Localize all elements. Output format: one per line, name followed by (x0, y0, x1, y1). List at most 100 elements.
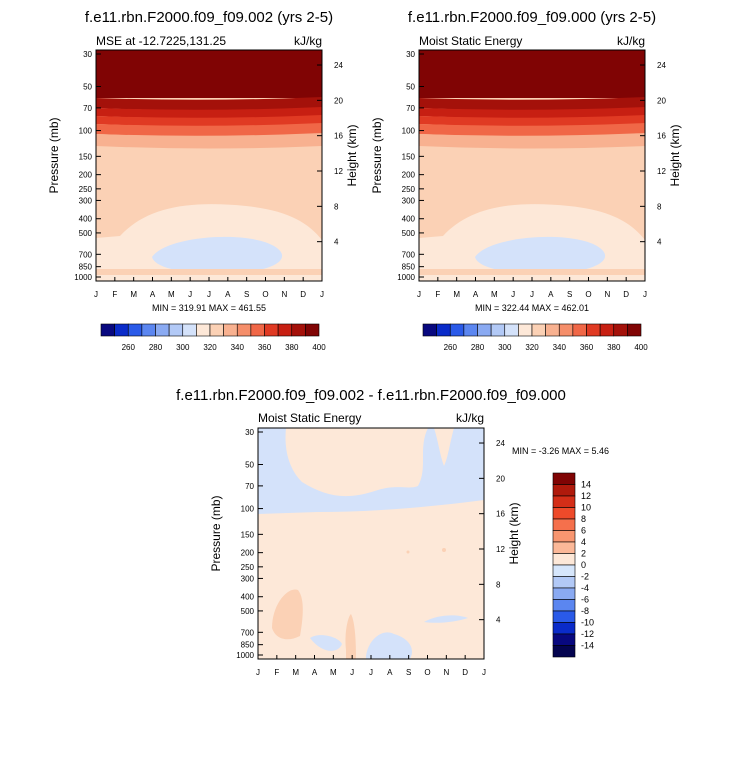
y-tick-label: 100 (241, 505, 255, 514)
x-tick-label: J (530, 290, 534, 299)
x-tick-label: F (435, 290, 440, 299)
colorbar-swatch (141, 323, 156, 337)
colorbar-swatch (552, 645, 576, 658)
y2-tick-label: 20 (334, 96, 343, 105)
colorbar-swatch (552, 622, 576, 635)
y-tick-label: 300 (402, 196, 416, 205)
y-tick-label: 500 (241, 607, 255, 616)
y-tick-label: 30 (83, 50, 92, 59)
x-tick-label: S (244, 290, 249, 299)
y-tick-label: 850 (402, 263, 416, 272)
colorbar-label: 300 (498, 343, 512, 352)
colorbar-swatch (552, 633, 576, 646)
x-tick-label: A (312, 668, 318, 677)
y-tick-label: 700 (79, 250, 93, 259)
colorbar-swatch (277, 323, 293, 337)
colorbar-swatch (552, 610, 576, 623)
right-string: kJ/kg (617, 34, 645, 48)
colorbar-label: 360 (258, 343, 272, 352)
colorbar-label: -6 (581, 595, 589, 605)
y-tick-label: 500 (402, 229, 416, 238)
x-tick-label: M (168, 290, 175, 299)
colorbar-swatch (552, 587, 576, 600)
contour-fill-blue (475, 236, 606, 274)
y2-tick-label: 4 (496, 616, 501, 625)
colorbar-swatch (100, 323, 115, 337)
colorbar-swatch (477, 323, 492, 337)
contour-band-4 (419, 123, 645, 137)
colorbar-swatch (572, 323, 587, 337)
colorbar-swatch (552, 541, 576, 554)
left-string: Moist Static Energy (258, 411, 361, 425)
y-tick-label: 50 (83, 82, 92, 91)
colorbar-label: -14 (581, 641, 594, 651)
y-tick-label: 250 (241, 563, 255, 572)
colorbar-label: 360 (580, 343, 594, 352)
colorbar-swatch (627, 323, 642, 337)
x-tick-label: O (424, 668, 430, 677)
colorbar-label: 0 (581, 560, 586, 570)
panel-3: f.e11.rbn.F2000.f09_f09.002 - f.e11.rbn.… (176, 387, 609, 677)
colorbar-label: 320 (525, 343, 539, 352)
x-tick-label: S (567, 290, 572, 299)
y2-axis-label: Height (km) (507, 502, 521, 564)
y2-tick-label: 12 (496, 545, 505, 554)
y-tick-label: 400 (241, 593, 255, 602)
colorbar-swatch (552, 495, 576, 508)
colorbar-swatch (613, 323, 628, 337)
colorbar-swatch (552, 599, 576, 612)
colorbar-swatch (168, 323, 184, 337)
colorbar-swatch (552, 484, 576, 497)
contour-fill-neg-patch-1 (310, 635, 342, 651)
x-tick-label: A (150, 290, 156, 299)
colorbar-label: 14 (581, 480, 591, 490)
x-tick-label: J (320, 290, 324, 299)
y2-tick-label: 16 (657, 132, 666, 141)
colorbar-swatch (422, 323, 437, 337)
colorbar-swatch (531, 323, 546, 337)
contour-dot-2 (442, 548, 446, 552)
y-tick-label: 70 (245, 482, 254, 491)
colorbar-swatch (291, 323, 306, 337)
x-tick-label: M (453, 290, 460, 299)
colorbar-label: 340 (231, 343, 245, 352)
colorbar-swatch (586, 323, 601, 337)
colorbar-swatch (552, 530, 576, 543)
y-tick-label: 50 (245, 460, 254, 469)
x-tick-label: M (491, 290, 498, 299)
panel-1-field (96, 50, 322, 281)
x-tick-label: M (130, 290, 137, 299)
colorbar-swatch (518, 323, 533, 337)
colorbar-swatch (209, 323, 224, 337)
y-tick-label: 1000 (74, 273, 92, 282)
y2-tick-label: 8 (334, 202, 339, 211)
contour-fill-neg-patch-3 (424, 615, 468, 623)
colorbar-label: 260 (444, 343, 458, 352)
contour-fill-pos-notch (434, 428, 454, 466)
x-tick-label: J (369, 668, 373, 677)
y-tick-label: 1000 (397, 273, 415, 282)
colorbar-swatch (182, 323, 197, 337)
contour-band-2 (419, 107, 645, 119)
x-tick-label: F (274, 668, 279, 677)
y-tick-label: 1000 (236, 651, 254, 660)
colorbar-swatch (552, 472, 576, 485)
contour-band-5 (419, 133, 645, 149)
y-axis-label: Pressure (mb) (47, 117, 61, 193)
panel-2: f.e11.rbn.F2000.f09_f09.000 (yrs 2-5) Moi… (370, 9, 682, 313)
colorbar-swatch (490, 323, 506, 337)
colorbar-swatch (558, 323, 574, 337)
y2-tick-label: 20 (496, 474, 505, 483)
colorbar-label: 380 (607, 343, 621, 352)
y-tick-label: 400 (402, 215, 416, 224)
y2-axis-label: Height (km) (345, 124, 359, 186)
y2-tick-label: 24 (496, 439, 505, 448)
colorbar-swatch (545, 323, 560, 337)
y-tick-label: 200 (241, 549, 255, 558)
colorbar-swatch (223, 323, 238, 337)
x-tick-label: J (511, 290, 515, 299)
x-tick-label: J (482, 668, 486, 677)
x-tick-label: J (256, 668, 260, 677)
colorbar-label: -10 (581, 618, 594, 628)
